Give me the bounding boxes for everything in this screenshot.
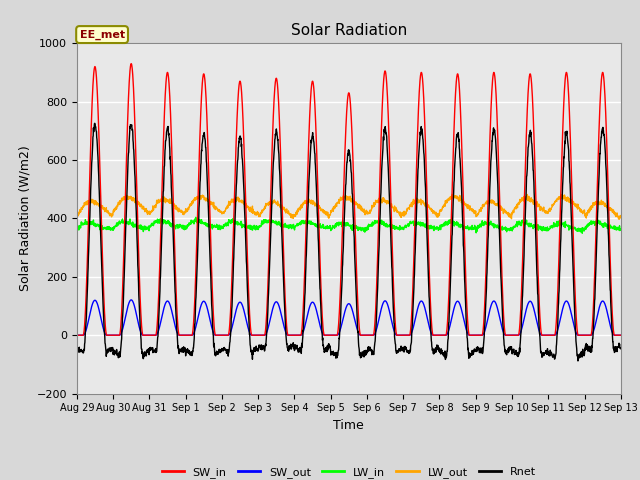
SW_out <box>569 318 577 324</box>
SW_out <box>73 332 81 338</box>
Line: SW_in: SW_in <box>77 64 621 335</box>
SW_in <box>225 331 232 337</box>
Legend: SW_in, SW_out, LW_in, LW_out, Rnet: SW_in, SW_out, LW_in, LW_out, Rnet <box>157 462 540 480</box>
X-axis label: Time: Time <box>333 419 364 432</box>
Rnet <box>365 344 372 350</box>
Line: SW_out: SW_out <box>77 300 621 335</box>
Rnet <box>507 346 515 352</box>
LW_in <box>569 225 577 230</box>
LW_out <box>615 216 623 222</box>
SW_out <box>365 332 372 338</box>
Rnet <box>91 120 99 126</box>
Rnet <box>574 358 582 364</box>
SW_out <box>225 332 232 338</box>
LW_in <box>73 228 81 233</box>
LW_out <box>569 201 577 206</box>
Rnet <box>225 349 232 355</box>
Line: LW_out: LW_out <box>77 194 621 219</box>
Line: LW_in: LW_in <box>77 217 621 233</box>
SW_out <box>507 332 515 338</box>
LW_out <box>225 202 232 207</box>
LW_in <box>617 227 625 233</box>
LW_in <box>192 215 200 220</box>
Rnet <box>376 203 384 208</box>
SW_out <box>376 310 384 315</box>
LW_in <box>507 225 515 230</box>
LW_in <box>365 221 372 227</box>
SW_in <box>569 223 577 229</box>
Title: Solar Radiation: Solar Radiation <box>291 23 407 38</box>
Rnet <box>617 346 625 352</box>
LW_in <box>376 220 384 226</box>
SW_in <box>73 332 81 338</box>
LW_out <box>617 214 625 219</box>
LW_out <box>376 194 384 200</box>
SW_in <box>127 61 135 67</box>
LW_out <box>449 192 456 197</box>
SW_in <box>584 332 592 338</box>
SW_in <box>365 332 372 338</box>
LW_out <box>73 213 81 218</box>
LW_in <box>584 222 592 228</box>
LW_in <box>225 217 232 223</box>
SW_in <box>507 332 515 338</box>
LW_out <box>584 209 592 215</box>
Y-axis label: Solar Radiation (W/m2): Solar Radiation (W/m2) <box>18 145 31 291</box>
Rnet <box>569 261 577 267</box>
LW_out <box>365 211 372 216</box>
SW_out <box>584 332 592 338</box>
SW_in <box>376 157 384 163</box>
Rnet <box>584 346 592 352</box>
LW_out <box>507 211 515 217</box>
LW_in <box>579 230 586 236</box>
Rnet <box>73 348 81 353</box>
Text: EE_met: EE_met <box>79 29 125 40</box>
SW_out <box>127 297 135 303</box>
SW_out <box>617 332 625 338</box>
Line: Rnet: Rnet <box>77 123 621 361</box>
SW_in <box>617 332 625 338</box>
